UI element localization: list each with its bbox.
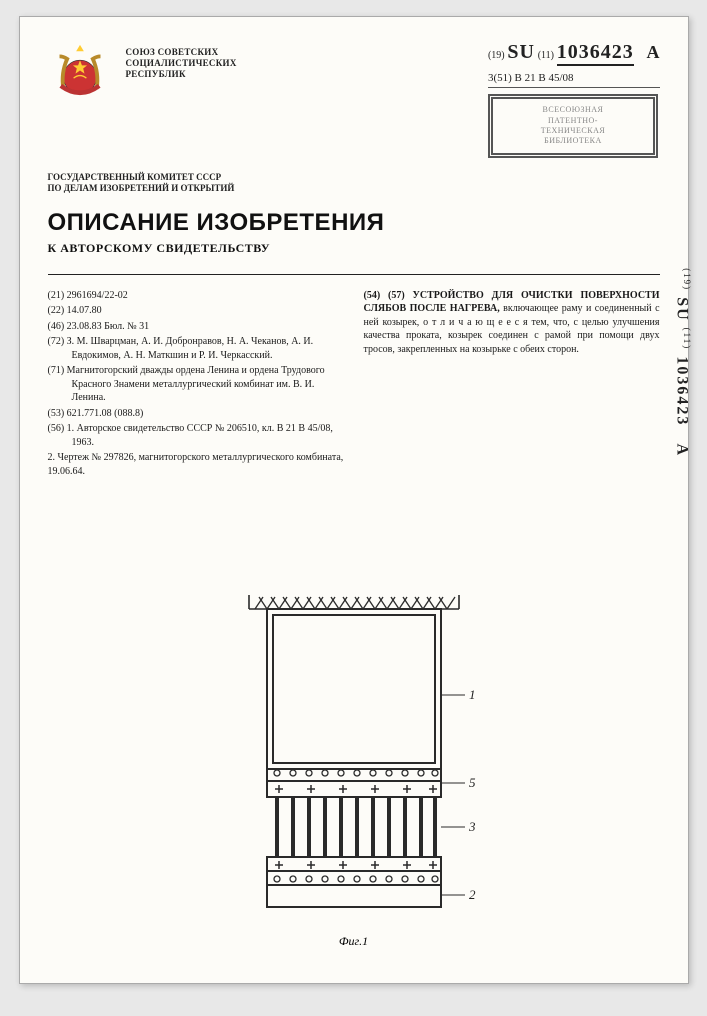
right-column: (54) (57) УСТРОЙСТВО ДЛЯ ОЧИСТКИ ПОВЕРХН… [364,289,660,481]
stamp-line: ПАТЕНТНО- [548,116,598,126]
side-publication-code: (19) SU (11) 1036423 A [672,268,691,457]
union-line: СОЮЗ СОВЕТСКИХ [126,47,237,58]
committee-name: ГОСУДАРСТВЕННЫЙ КОМИТЕТ СССР ПО ДЕЛАМ ИЗ… [48,172,660,195]
figure-1: 1 5 3 2 Фиг.1 [219,595,489,949]
pub-number: 1036423 [557,41,634,66]
union-line: РЕСПУБЛИК [126,69,237,80]
pub-suffix: A [647,42,660,62]
header-row: СОЮЗ СОВЕТСКИХ СОЦИАЛИСТИЧЕСКИХ РЕСПУБЛИ… [48,41,660,158]
abstract-text: (54) (57) УСТРОЙСТВО ДЛЯ ОЧИСТКИ ПОВЕРХН… [364,289,660,357]
ref-3: 3 [468,819,476,834]
union-name: СОЮЗ СОВЕТСКИХ СОЦИАЛИСТИЧЕСКИХ РЕСПУБЛИ… [126,47,237,79]
pub-number-line: (19) SU (11) 1036423 A [488,41,660,64]
side-num: 1036423 [673,356,690,426]
committee-line: ПО ДЕЛАМ ИЗОБРЕТЕНИЙ И ОТКРЫТИЙ [48,183,660,194]
ref-1: 1 [469,687,476,702]
publication-info: (19) SU (11) 1036423 A 3(51) В 21 В 45/0… [488,41,660,158]
code-19: (19) [488,50,505,61]
stamp-line: ТЕХНИЧЕСКАЯ [541,126,605,136]
stamp-line: ВСЕСОЮЗНАЯ [543,105,604,115]
field-46: (46) 23.08.83 Бюл. № 31 [48,320,344,334]
field-22: (22) 14.07.80 [48,304,344,318]
side-suffix: A [673,443,690,457]
document-subtitle: К АВТОРСКОМУ СВИДЕТЕЛЬСТВУ [48,241,660,256]
document-title: ОПИСАНИЕ ИЗОБРЕТЕНИЯ [48,209,660,237]
country-code: SU [507,41,535,63]
divider [48,274,660,275]
field-56b: 2. Чертеж № 297826, магнитогорского мета… [48,451,344,478]
union-line: СОЦИАЛИСТИЧЕСКИХ [126,58,237,69]
side-11: (11) [682,328,692,351]
figure-drawing: 1 5 3 2 [219,595,489,925]
code-11: (11) [538,50,554,61]
field-71: (71) Магнитогорский дважды ордена Ленина… [48,364,344,405]
figure-caption: Фиг.1 [219,934,489,949]
committee-line: ГОСУДАРСТВЕННЫЙ КОМИТЕТ СССР [48,172,660,183]
side-19: (19) [682,268,692,291]
classification: 3(51) В 21 В 45/08 [488,72,660,88]
field-21: (21) 2961694/22-02 [48,289,344,303]
field-53: (53) 621.771.08 (088.8) [48,407,344,421]
ussr-emblem-icon [48,41,112,105]
field-56a: (56) 1. Авторское свидетельство СССР № 2… [48,422,344,449]
field-72: (72) З. М. Шварцман, А. И. Добронравов, … [48,335,344,362]
ref-2: 2 [469,887,476,902]
library-stamp: ВСЕСОЮЗНАЯ ПАТЕНТНО- ТЕХНИЧЕСКАЯ БИБЛИОТ… [488,94,658,158]
left-column: (21) 2961694/22-02 (22) 14.07.80 (46) 23… [48,289,344,481]
stamp-line: БИБЛИОТЕКА [544,136,602,146]
biblio-columns: (21) 2961694/22-02 (22) 14.07.80 (46) 23… [48,289,660,481]
ref-5: 5 [469,775,476,790]
patent-page: СОЮЗ СОВЕТСКИХ СОЦИАЛИСТИЧЕСКИХ РЕСПУБЛИ… [19,16,689,984]
side-country: SU [673,297,690,321]
